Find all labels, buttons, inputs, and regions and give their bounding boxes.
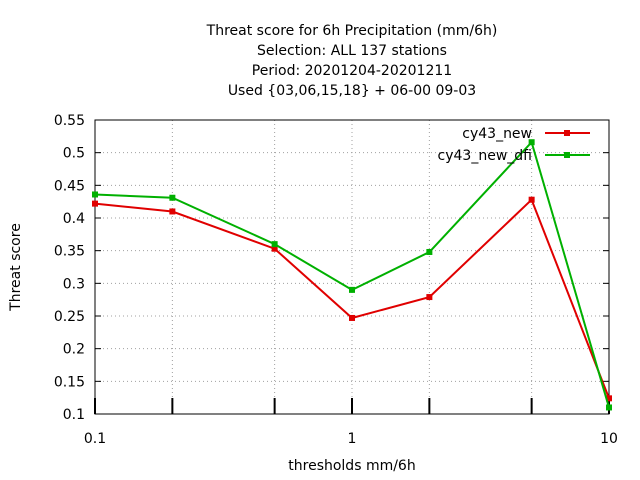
x-axis: 0.1 1 10 xyxy=(84,398,618,447)
data-point xyxy=(169,208,176,215)
y-tick-label: 0.2 xyxy=(63,342,85,358)
data-point xyxy=(606,395,612,402)
chart-title: Threat score for 6h Precipitation (mm/6h… xyxy=(206,23,498,99)
y-tick-label: 0.25 xyxy=(54,309,85,325)
x-tick-label: 10 xyxy=(600,431,618,447)
y-tick-label: 0.3 xyxy=(63,276,85,292)
data-series xyxy=(92,139,612,411)
data-point xyxy=(426,248,433,255)
data-point xyxy=(349,314,355,321)
y-axis-label: Threat score xyxy=(8,223,24,312)
legend-marker xyxy=(564,130,570,136)
data-point xyxy=(606,404,612,411)
legend-marker xyxy=(564,152,570,158)
data-point xyxy=(92,191,98,198)
data-point xyxy=(169,194,176,201)
y-tick-label: 0.1 xyxy=(63,407,85,423)
series-cy43_new_dfi xyxy=(92,139,612,411)
legend-label: cy43_new_dfi xyxy=(438,148,532,164)
data-point xyxy=(349,286,355,293)
legend: cy43_new cy43_new_dfi xyxy=(438,126,590,164)
grid-lines xyxy=(95,120,609,414)
title-line: Used {03,06,15,18} + 06-00 09-03 xyxy=(228,83,476,99)
x-tick-label: 0.1 xyxy=(84,431,106,447)
x-tick-label: 1 xyxy=(348,431,357,447)
series-cy43_new xyxy=(92,196,612,402)
legend-label: cy43_new xyxy=(462,126,532,142)
title-line: Selection: ALL 137 stations xyxy=(257,43,447,59)
y-tick-label: 0.4 xyxy=(63,211,85,227)
data-point xyxy=(271,241,278,248)
data-point xyxy=(528,196,535,203)
data-point xyxy=(271,245,278,252)
data-point xyxy=(426,294,433,301)
x-axis-label: thresholds mm/6h xyxy=(288,458,415,474)
y-tick-label: 0.45 xyxy=(54,178,85,194)
title-line: Threat score for 6h Precipitation (mm/6h… xyxy=(206,23,498,39)
y-axis: 0.1 0.15 0.2 0.25 0.3 0.35 0.4 0.45 0.5 0.55 xyxy=(54,113,609,423)
data-point xyxy=(528,139,535,146)
series-line xyxy=(94,140,610,408)
y-tick-label: 0.15 xyxy=(54,374,85,390)
y-tick-label: 0.55 xyxy=(54,113,85,129)
title-line: Period: 20201204-20201211 xyxy=(252,63,452,79)
y-tick-label: 0.5 xyxy=(63,146,85,162)
data-point xyxy=(92,200,98,207)
y-tick-label: 0.35 xyxy=(54,244,85,260)
